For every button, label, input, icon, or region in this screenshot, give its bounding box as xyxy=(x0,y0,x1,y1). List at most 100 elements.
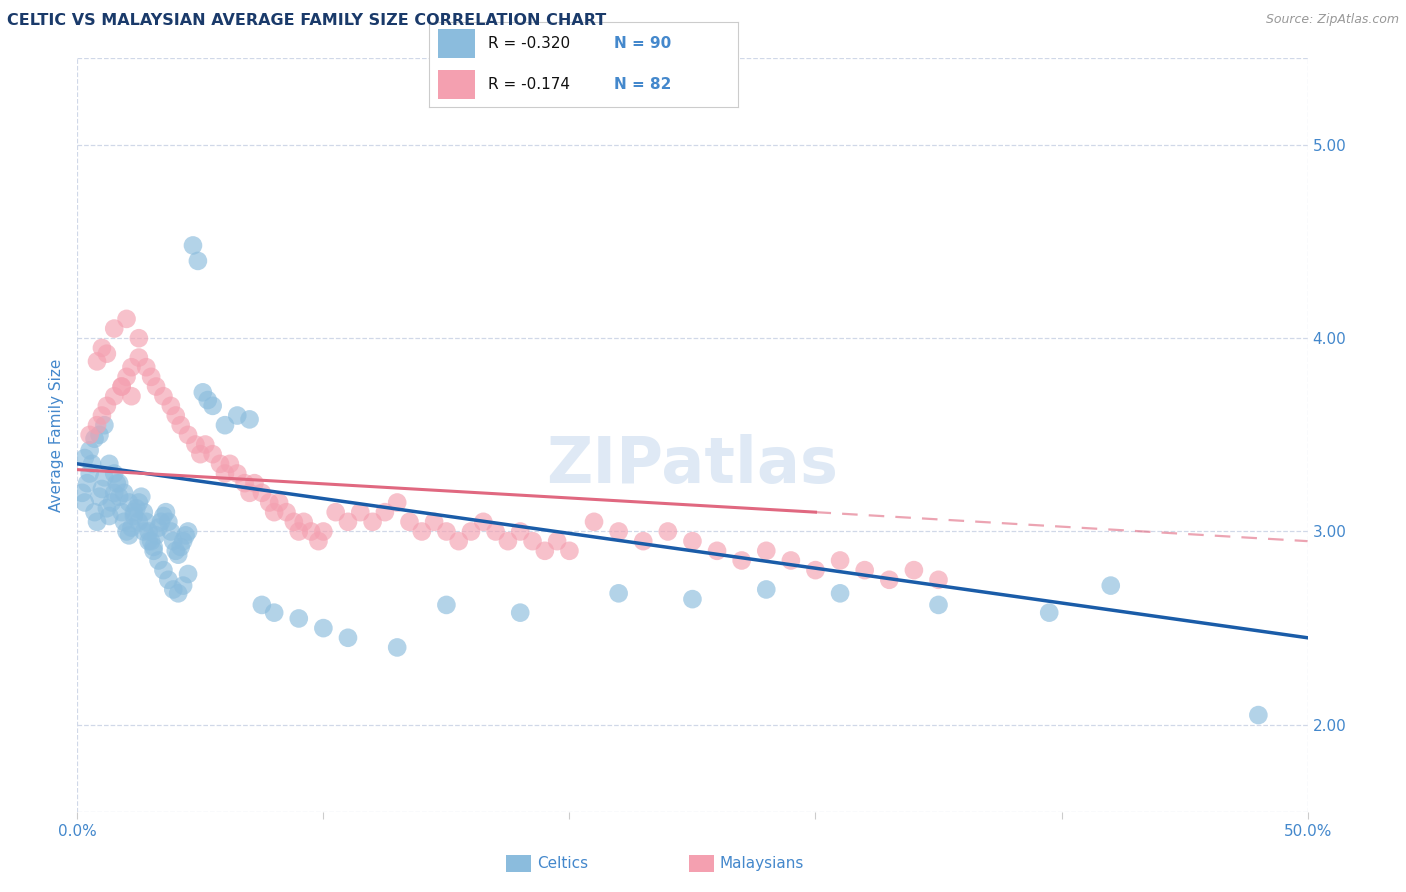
Point xyxy=(86,418,108,433)
Point xyxy=(1038,606,1060,620)
Point xyxy=(423,515,446,529)
Point xyxy=(447,534,470,549)
Point xyxy=(174,528,197,542)
Point xyxy=(121,521,143,535)
Point xyxy=(928,598,950,612)
Point xyxy=(122,508,145,523)
Point xyxy=(83,432,105,446)
Point xyxy=(804,563,827,577)
Text: R = -0.174: R = -0.174 xyxy=(488,77,569,92)
Point xyxy=(141,534,163,549)
Point xyxy=(250,598,273,612)
Point xyxy=(201,447,224,461)
Point xyxy=(76,476,98,491)
Point xyxy=(191,385,214,400)
Point xyxy=(509,606,531,620)
Point xyxy=(150,515,173,529)
Point xyxy=(142,540,165,554)
Point xyxy=(160,524,183,539)
Point xyxy=(90,409,114,423)
Point xyxy=(177,524,200,539)
Point xyxy=(103,485,125,500)
Point xyxy=(361,515,384,529)
Point xyxy=(607,524,630,539)
Point xyxy=(214,467,236,481)
Point xyxy=(830,553,852,567)
Text: N = 82: N = 82 xyxy=(614,77,672,92)
Point xyxy=(170,418,193,433)
Point xyxy=(263,505,285,519)
Point xyxy=(118,528,141,542)
Point xyxy=(142,544,165,558)
Point xyxy=(472,515,495,529)
Point xyxy=(349,505,371,519)
Point xyxy=(243,476,266,491)
Point xyxy=(436,524,458,539)
Point xyxy=(128,515,150,529)
Point xyxy=(755,544,778,558)
Point xyxy=(172,578,194,592)
Point xyxy=(89,490,111,504)
Point xyxy=(209,457,232,471)
Point xyxy=(731,553,754,567)
Point xyxy=(184,437,207,451)
Point xyxy=(250,485,273,500)
Point xyxy=(128,495,150,509)
Point xyxy=(132,524,155,539)
Point xyxy=(312,621,335,635)
Point xyxy=(152,563,174,577)
Point xyxy=(181,238,204,252)
Point xyxy=(276,505,298,519)
Point xyxy=(111,505,132,519)
FancyBboxPatch shape xyxy=(439,70,475,99)
Point xyxy=(96,501,118,516)
Point xyxy=(436,598,458,612)
Text: CELTIC VS MALAYSIAN AVERAGE FAMILY SIZE CORRELATION CHART: CELTIC VS MALAYSIAN AVERAGE FAMILY SIZE … xyxy=(7,13,606,29)
Point xyxy=(96,399,118,413)
Text: Source: ZipAtlas.com: Source: ZipAtlas.com xyxy=(1265,13,1399,27)
Point xyxy=(263,606,285,620)
Point xyxy=(108,490,131,504)
Point xyxy=(132,505,155,519)
Point xyxy=(105,476,128,491)
Point xyxy=(167,548,190,562)
Point xyxy=(398,515,420,529)
Point xyxy=(70,485,93,500)
Point xyxy=(111,379,132,393)
Point xyxy=(308,534,330,549)
Point xyxy=(82,457,104,471)
Point xyxy=(131,490,153,504)
Point xyxy=(534,544,557,558)
Point xyxy=(121,360,143,375)
Point xyxy=(128,331,150,345)
Text: ZIPatlas: ZIPatlas xyxy=(547,434,838,496)
Text: Malaysians: Malaysians xyxy=(720,856,804,871)
Text: R = -0.320: R = -0.320 xyxy=(488,36,569,51)
Point xyxy=(128,351,150,365)
Point xyxy=(115,370,138,384)
Point xyxy=(79,428,101,442)
Point xyxy=(197,392,219,407)
Point xyxy=(83,505,105,519)
Point xyxy=(233,476,256,491)
Point xyxy=(214,418,236,433)
Point xyxy=(118,495,141,509)
Point xyxy=(387,495,409,509)
Point xyxy=(115,312,138,326)
Point xyxy=(135,360,157,375)
Point xyxy=(162,582,184,597)
Point xyxy=(682,592,704,607)
Y-axis label: Average Family Size: Average Family Size xyxy=(49,359,65,511)
Point xyxy=(165,409,187,423)
Point xyxy=(103,467,125,481)
Point xyxy=(177,567,200,582)
Point xyxy=(86,515,108,529)
Point xyxy=(337,515,360,529)
Point xyxy=(239,485,262,500)
Point xyxy=(148,553,170,567)
Point xyxy=(187,253,209,268)
Point xyxy=(145,379,167,393)
Point xyxy=(879,573,901,587)
Point xyxy=(288,524,311,539)
Point xyxy=(226,467,249,481)
